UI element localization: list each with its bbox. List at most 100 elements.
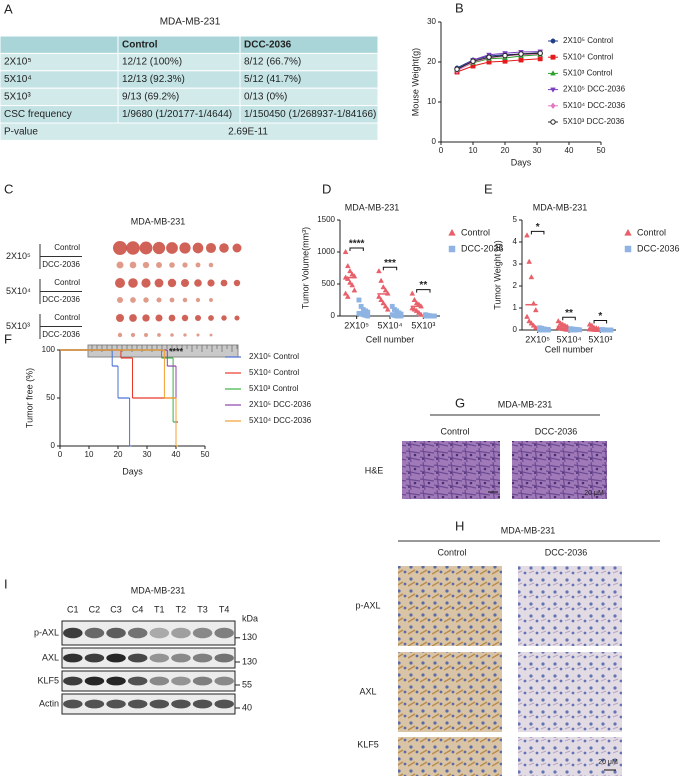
tumor (154, 278, 164, 288)
tumor (194, 279, 202, 287)
blot-band (171, 653, 191, 663)
column-label: Control (437, 547, 466, 557)
ihc-image (398, 652, 502, 732)
x-axis-label: Cell number (366, 334, 415, 344)
panel-title: MDA-MB-231 (131, 216, 186, 226)
significance-label: ** (565, 308, 573, 319)
x-tick-label: 5X10³ (411, 320, 435, 330)
panel-label: E (484, 181, 493, 196)
blot-band (171, 699, 191, 709)
x-tick-label: 2X10⁵ (344, 320, 369, 330)
tumor (181, 279, 189, 287)
blot-band (127, 699, 148, 709)
x-tick-label: 0 (439, 146, 444, 155)
tumor (169, 297, 175, 303)
arm-label: Control (54, 313, 80, 322)
legend-marker (448, 228, 456, 236)
data-point (564, 326, 570, 332)
row-label: p-AXL (34, 627, 59, 637)
significance-label: *** (384, 258, 396, 269)
tumor (116, 314, 124, 322)
x-tick-label: 40 (172, 450, 181, 459)
tumor (219, 243, 229, 253)
tumor (116, 261, 124, 269)
legend-marker (550, 54, 556, 60)
blot-band (127, 627, 148, 639)
blot-band (84, 653, 105, 663)
x-tick-label: 5X10³ (588, 334, 612, 344)
marker (518, 57, 524, 63)
legend-marker (550, 119, 556, 125)
tumor (144, 333, 148, 337)
x-axis-label: Days (122, 466, 143, 476)
data-point (382, 303, 389, 309)
blot-band (171, 627, 191, 639)
data-point (524, 232, 530, 238)
panel-label: G (455, 395, 465, 410)
kda-label: 55 (242, 679, 252, 689)
lane-label: C2 (89, 604, 101, 614)
x-tick-label: 40 (565, 146, 574, 155)
blot-band (192, 653, 213, 663)
tumor (130, 332, 136, 338)
tumor (129, 261, 137, 269)
legend-label: 5X10³ Control (249, 384, 299, 393)
panel-title: MDA-MB-231 (131, 585, 186, 595)
data-point (347, 279, 353, 285)
lane-label: C3 (110, 604, 122, 614)
y-tick-label: 0 (51, 441, 56, 450)
blot-band (63, 653, 83, 663)
blot-band (192, 699, 213, 709)
x-axis-label: Cell number (545, 344, 594, 354)
tumor (233, 279, 241, 287)
blot-frame (61, 647, 236, 669)
tumor (152, 241, 166, 255)
tumor (221, 315, 227, 321)
chart-title: MDA-MB-231 (533, 202, 588, 212)
arm-label: DCC-2036 (42, 260, 80, 269)
significance-bracket (349, 247, 364, 251)
tumor (182, 262, 188, 268)
table-row (0, 70, 379, 89)
y-tick-label: 1500 (317, 215, 335, 224)
y-tick-label: 1000 (317, 247, 335, 256)
y-axis-label: Mouse Weight(g) (410, 48, 420, 116)
blot-band (127, 676, 148, 686)
significance-bracket (382, 266, 398, 271)
table-title: MDA-MB-231 (160, 17, 221, 28)
lane-label: T1 (154, 604, 165, 614)
x-tick-label: 20 (501, 146, 510, 155)
ihc-image (518, 566, 622, 646)
legend-marker (550, 38, 556, 44)
panel-title: MDA-MB-231 (501, 525, 556, 535)
row-label: Actin (39, 698, 59, 708)
data-point (418, 311, 424, 317)
lane-label: T2 (176, 604, 187, 614)
marker (518, 51, 524, 57)
he-image (402, 441, 500, 499)
data-point (351, 287, 358, 293)
tumor (156, 262, 162, 268)
row-label: AXL (359, 686, 376, 696)
legend-label: 5X10⁴ DCC-2036 (563, 101, 626, 110)
data-point (532, 324, 539, 330)
data-point (528, 320, 535, 326)
y-tick-label: 20 (427, 57, 436, 66)
blot-band (106, 653, 126, 663)
table-header: DCC-2036 (244, 39, 292, 50)
data-point (378, 277, 384, 283)
he-image (512, 441, 607, 499)
data-point (376, 293, 382, 299)
tumor (129, 314, 137, 322)
ihc-image (398, 566, 502, 646)
data-point (528, 274, 535, 280)
data-point (532, 307, 539, 313)
data-point (342, 248, 349, 255)
unit-label: kDa (242, 613, 258, 623)
legend-label: 2X10⁵ DCC-2036 (563, 85, 626, 94)
panel-label: H (455, 518, 464, 533)
tumor (142, 314, 150, 322)
blot-band (192, 676, 213, 686)
data-point (411, 296, 418, 303)
y-tick-label: 0 (432, 137, 437, 146)
